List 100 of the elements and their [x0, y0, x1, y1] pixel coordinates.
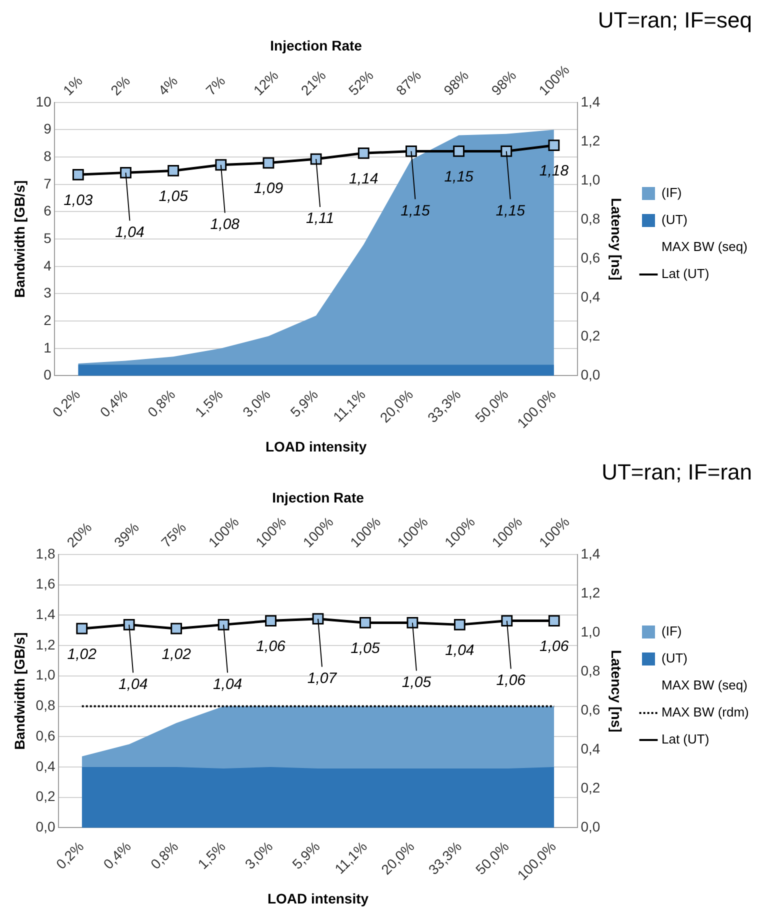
y-tick-label: 1,2	[36, 636, 56, 652]
text: MAX BW (seq)	[662, 239, 748, 254]
data-label: 1,15	[496, 202, 526, 220]
legend-label: (UT)	[662, 650, 688, 666]
y-tick-label: 0,4	[36, 758, 56, 774]
y2-tick-label: 1,0	[580, 171, 600, 188]
text: 4%	[154, 72, 181, 98]
text: 98%	[440, 67, 472, 98]
point	[312, 613, 324, 625]
x2-axis-title: Injection Rate	[272, 490, 364, 506]
y2-tick-label: 0,0	[580, 818, 600, 835]
text: 98%	[488, 67, 520, 98]
y-tick-label: 1,6	[36, 576, 56, 592]
data-label: 1,09	[254, 180, 284, 198]
y2-tick-label: 1,4	[580, 545, 600, 562]
data-label: 1,06	[540, 638, 570, 655]
data-label: 1,08	[210, 216, 240, 234]
point	[120, 166, 132, 178]
y-tick-label: 9	[44, 120, 52, 137]
point	[358, 147, 370, 159]
y-tick-label: 10	[36, 93, 52, 110]
text: 87%	[392, 67, 424, 98]
y2-tick-label: 0,6	[580, 701, 600, 718]
y-tick-label: 6	[44, 202, 52, 219]
point	[123, 618, 135, 630]
text: UT=ran; IF=ran	[602, 459, 752, 484]
data-label: 1,15	[444, 168, 474, 186]
y2-tick-label: 1,4	[580, 93, 600, 110]
legend-label: Lat (UT)	[662, 732, 710, 747]
text: 75%	[158, 519, 190, 550]
text: MAX BW (seq)	[662, 678, 748, 693]
x2-axis-title: Injection Rate	[270, 38, 362, 54]
point	[501, 615, 513, 626]
point	[170, 622, 182, 634]
text: 52%	[345, 67, 376, 98]
point	[548, 615, 560, 626]
legend-label: (IF)	[662, 185, 682, 200]
text: 7%	[202, 72, 228, 98]
x-axis-title: LOAD intensity	[265, 438, 367, 454]
point	[76, 622, 88, 634]
y-tick-label: 0,8	[36, 697, 56, 714]
y-axis-title: Bandwidth [GB/s]	[11, 632, 28, 750]
point	[262, 157, 274, 169]
y-tick-label: 1	[44, 339, 52, 356]
point	[218, 618, 230, 630]
x-axis-title: LOAD intensity	[267, 890, 369, 906]
legend-label: (IF)	[662, 624, 682, 639]
y-tick-label: 8	[44, 148, 52, 164]
data-label: 1,03	[64, 192, 94, 209]
y-tick-label: 1,0	[36, 666, 56, 683]
y-tick-label: 0,6	[36, 727, 56, 744]
data-label: 1,06	[256, 638, 286, 655]
point	[72, 168, 84, 180]
data-label: 1,05	[158, 188, 189, 205]
point	[310, 153, 322, 165]
data-label: 1,04	[118, 676, 148, 693]
y-tick-label: 5	[44, 230, 52, 246]
y-tick-label: 1,8	[36, 545, 56, 562]
point	[168, 165, 180, 176]
point	[406, 617, 418, 628]
point	[406, 146, 417, 157]
point	[215, 159, 227, 171]
text: 39%	[110, 519, 142, 550]
y2-tick-label: 1,2	[580, 132, 600, 148]
point	[265, 615, 276, 626]
y2-tick-label: 0,8	[580, 210, 600, 226]
y2-tick-label: 1,2	[580, 584, 600, 600]
y2-axis-title: Latency [ns]	[608, 650, 625, 732]
data-label: 1,02	[67, 646, 98, 663]
legend-label: MAX BW (rdm)	[662, 704, 749, 720]
y-axis-title: Bandwidth [GB/s]	[11, 180, 28, 298]
y-tick-label: 7	[44, 175, 52, 192]
data-label: 1,15	[400, 202, 430, 220]
data-label: 1,07	[307, 670, 338, 687]
data-label: 1,18	[539, 162, 570, 180]
data-label: 1,14	[349, 170, 378, 188]
y2-tick-label: 0,4	[580, 288, 600, 305]
y2-tick-label: 0,8	[580, 662, 600, 678]
y-tick-label: 2	[44, 312, 52, 328]
data-label: 1,05	[350, 640, 380, 657]
y2-tick-label: 0,4	[580, 740, 600, 757]
text: UT=ran; IF=seq	[598, 7, 752, 32]
point	[500, 146, 512, 157]
y-tick-label: 1,4	[36, 606, 56, 622]
point	[360, 617, 371, 628]
legend-label: (UT)	[662, 212, 688, 228]
data-label: 1,06	[496, 672, 526, 689]
data-label: 1,02	[162, 646, 192, 663]
text: 1%	[60, 72, 86, 98]
y2-tick-label: 0,0	[580, 366, 600, 383]
legend-label: Lat (UT)	[662, 266, 710, 282]
y2-tick-label: 0,6	[580, 249, 600, 266]
y-tick-label: 0,2	[36, 788, 56, 804]
y-tick-label: 0,0	[36, 818, 56, 835]
data-label: 1,04	[115, 224, 144, 241]
y2-tick-label: 1,0	[580, 623, 600, 640]
text: 2%	[107, 72, 134, 98]
point	[453, 146, 464, 157]
y-tick-label: 4	[44, 257, 52, 274]
data-label: 1,04	[445, 642, 474, 659]
